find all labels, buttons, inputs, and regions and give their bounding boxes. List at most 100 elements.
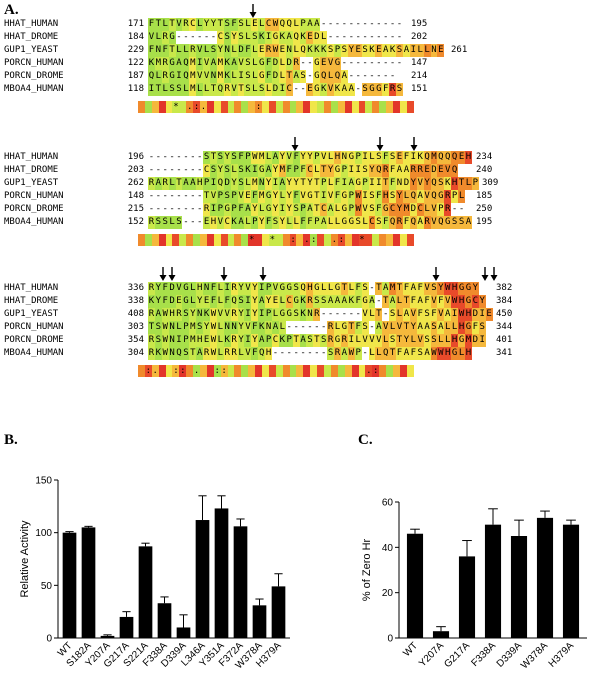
- residue: T: [396, 334, 403, 347]
- residue: L: [278, 321, 286, 334]
- residue: Y: [196, 295, 204, 308]
- sequence-residues: FNFTLLRVLSYNLDFLERWENLQKKKSPSYESKEAKSAIL…: [148, 44, 445, 57]
- residue: V: [210, 190, 217, 203]
- sequence-residues: --------RIPGPFAYLGYIYSPATCALGPWVSFGCYMDC…: [148, 203, 465, 216]
- residue: G: [168, 57, 176, 70]
- conservation-cell: .: [330, 234, 338, 246]
- residue: A: [340, 295, 348, 308]
- residue: T: [375, 282, 383, 295]
- residue: Q: [299, 44, 307, 57]
- residue: L: [216, 334, 224, 347]
- residue: L: [444, 321, 452, 334]
- panel-label-c: C.: [358, 432, 373, 448]
- residue: P: [265, 308, 273, 321]
- residue: K: [320, 83, 328, 96]
- residue: V: [237, 57, 245, 70]
- residue: S: [244, 57, 252, 70]
- residue: G: [334, 164, 341, 177]
- residue: -: [369, 71, 375, 81]
- residue: G: [464, 295, 472, 308]
- residue: L: [244, 216, 252, 229]
- residue: S: [182, 308, 190, 321]
- residue: L: [182, 44, 190, 57]
- residue: E: [354, 44, 362, 57]
- residue: W: [430, 347, 438, 360]
- bar-f338a: [484, 524, 502, 638]
- residue: A: [189, 177, 197, 190]
- residue: R: [148, 347, 155, 360]
- residue: L: [278, 57, 286, 70]
- residue: M: [216, 57, 224, 70]
- residue: F: [382, 151, 390, 164]
- residue: P: [340, 164, 348, 177]
- alignment-row: HHAT_HUMAN 336 RYFDVGLHNFLIRYVYIPVGGSQHGLL…: [4, 282, 512, 295]
- residue: I: [478, 334, 486, 347]
- conservation-cell: :: [337, 234, 345, 246]
- residue: W: [210, 308, 217, 321]
- residue: -: [389, 32, 396, 42]
- residue: F: [382, 216, 390, 229]
- residue: R: [396, 216, 403, 229]
- residue: F: [306, 216, 314, 229]
- residue: S: [375, 151, 383, 164]
- residue: S: [210, 44, 217, 57]
- conservation-cell: [296, 234, 304, 246]
- residue: A: [437, 321, 445, 334]
- conservation-cell: [358, 365, 366, 377]
- residue: A: [340, 83, 348, 96]
- residue: L: [237, 347, 245, 360]
- conservation-cell: [317, 101, 325, 113]
- residue: G: [334, 334, 341, 347]
- conservation-cell: [262, 101, 269, 113]
- residue: V: [196, 70, 204, 83]
- residue: R: [230, 282, 238, 295]
- residue: M: [189, 83, 197, 96]
- residue: R: [148, 216, 155, 229]
- conservation-cell: [399, 365, 407, 377]
- residue: Y: [285, 203, 293, 216]
- residue: G: [313, 57, 321, 70]
- residue: S: [327, 44, 335, 57]
- residue: G: [347, 151, 355, 164]
- residue: S: [320, 334, 328, 347]
- residue: W: [161, 308, 169, 321]
- sequence-end: 261: [451, 45, 468, 55]
- residue: L: [327, 151, 335, 164]
- residue: F: [299, 216, 307, 229]
- residue: L: [230, 164, 238, 177]
- residue: -: [203, 32, 210, 42]
- residue: V: [299, 190, 307, 203]
- conservation-cell: [234, 101, 242, 113]
- residue: G: [285, 308, 293, 321]
- residue: W: [451, 295, 459, 308]
- residue: -: [176, 191, 182, 201]
- residue: N: [168, 334, 176, 347]
- conservation-cell: .: [365, 365, 373, 377]
- residue: K: [244, 164, 252, 177]
- residue: F: [416, 282, 424, 295]
- residue: S: [237, 18, 245, 31]
- residue: L: [444, 334, 452, 347]
- residue: A: [444, 308, 452, 321]
- residue: -: [389, 71, 396, 81]
- residue: -: [300, 84, 306, 94]
- residue: -: [162, 165, 168, 175]
- residue: M: [430, 151, 438, 164]
- residue: L: [244, 18, 252, 31]
- residue: Y: [471, 282, 479, 295]
- conservation-cell: [151, 234, 159, 246]
- residue: T: [285, 70, 293, 83]
- residue: R: [148, 334, 155, 347]
- sequence-start: 171: [127, 19, 144, 29]
- residue: L: [464, 177, 472, 190]
- residue: -: [183, 204, 189, 214]
- residue: -: [190, 191, 196, 201]
- residue: V: [148, 31, 155, 44]
- residue: A: [402, 44, 410, 57]
- residue: F: [251, 347, 259, 360]
- residue: S: [154, 216, 162, 229]
- residue: V: [216, 308, 224, 321]
- conservation-cell: [138, 365, 145, 377]
- residue: W: [272, 44, 279, 57]
- residue: -: [155, 191, 162, 201]
